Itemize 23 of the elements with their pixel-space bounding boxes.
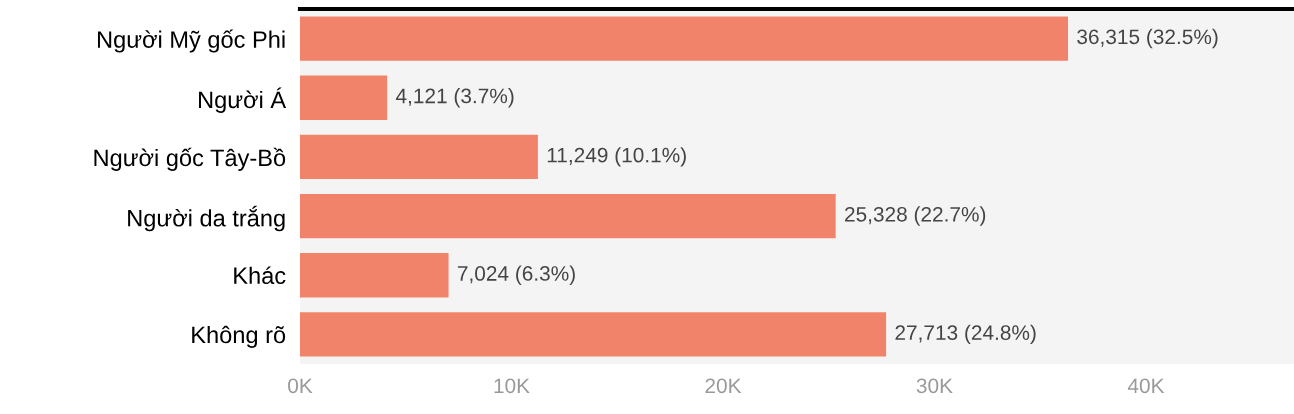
bar (300, 193, 836, 239)
data-label: 7,024 (6.3%) (457, 265, 575, 285)
y-tick-label: Khác (234, 266, 286, 285)
data-label: 27,713 (24.8%) (895, 324, 1036, 345)
bar (300, 134, 538, 180)
y-tick-label: Người Á (199, 87, 287, 113)
y-tick-label: Người gốc Tây-Bồ (94, 147, 286, 171)
bar (300, 312, 887, 357)
data-label: 11,249 (10.1%) (547, 147, 686, 167)
x-tick-label: 40K (1127, 378, 1165, 394)
y-tick-label: Không rõ (192, 325, 286, 348)
data-label: 25,328 (22.7%) (845, 206, 986, 226)
bar (300, 75, 388, 120)
x-tick-label: 0K (288, 378, 313, 394)
data-label: 36,315 (32.5%) (1077, 28, 1218, 49)
x-tick-label: 10K (494, 378, 530, 394)
data-label: 4,121 (3.7%) (395, 88, 514, 108)
y-tick-label: Người da trắng (128, 205, 285, 232)
x-tick-label: 20K (705, 378, 742, 394)
bar (300, 16, 1069, 61)
y-tick-label: Người Mỹ gốc Phi (97, 29, 285, 53)
bar (300, 253, 449, 298)
x-tick-label: 30K (916, 378, 953, 394)
